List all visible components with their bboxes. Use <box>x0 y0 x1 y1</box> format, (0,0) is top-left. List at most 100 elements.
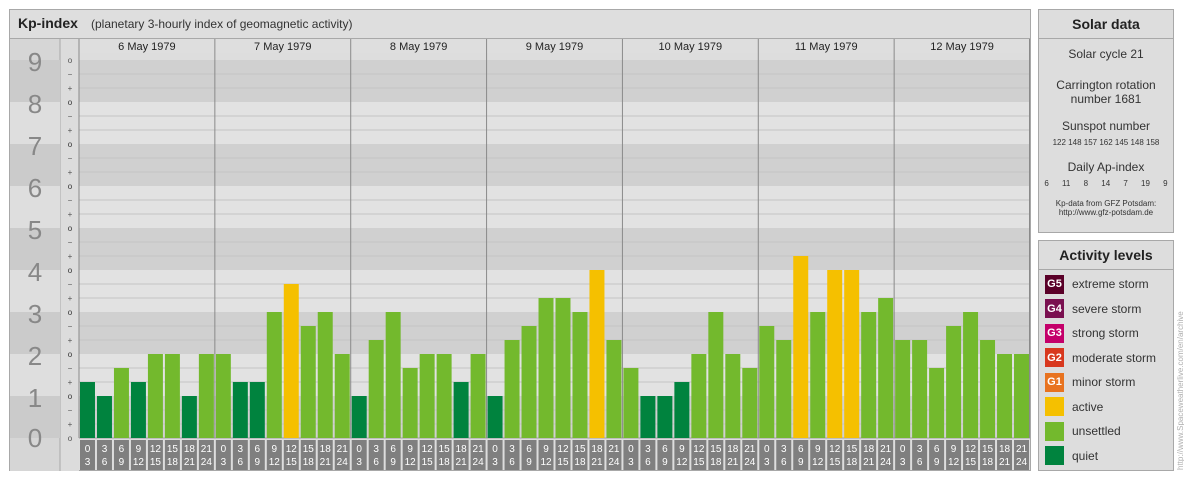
y-subtick-label: − <box>68 280 73 289</box>
hour-slot-start-label: 18 <box>456 444 468 455</box>
kp-bar <box>113 367 129 438</box>
hour-slot-end-label: 9 <box>390 457 396 468</box>
legend-item: G3 strong storm <box>1045 323 1139 343</box>
hour-slot-start-label: 15 <box>303 444 315 455</box>
hour-slot-start-label: 0 <box>764 444 770 455</box>
kp-bar <box>470 354 486 438</box>
legend-label: severe storm <box>1072 301 1142 316</box>
kp-bar <box>232 382 248 438</box>
y-band <box>10 186 60 228</box>
hour-slot-end-label: 9 <box>255 457 261 468</box>
hour-slot-box <box>215 440 231 470</box>
hour-slot-box <box>351 440 367 470</box>
y-tick-label: 3 <box>28 299 42 329</box>
y-subtick-label: o <box>68 182 73 191</box>
hour-slot-start-label: 21 <box>1016 444 1028 455</box>
kp-bar <box>402 367 418 438</box>
y-subtick-label: − <box>68 364 73 373</box>
y-subtick-label: o <box>68 392 73 401</box>
hour-slot-box <box>589 440 605 470</box>
legend-swatch <box>1045 421 1064 441</box>
y-subtick-label: + <box>68 168 73 177</box>
hour-slot-start-label: 12 <box>693 444 705 455</box>
hour-slot-end-label: 15 <box>965 457 977 468</box>
kp-bar <box>80 382 95 438</box>
hour-slot-box <box>198 440 214 470</box>
hour-slot-box <box>80 440 95 470</box>
kp-bar <box>266 312 282 438</box>
y-subtick-label: − <box>68 238 73 247</box>
y-subtick-label: o <box>68 266 73 275</box>
hour-slot-start-label: 3 <box>238 444 244 455</box>
day-label: 9 May 1979 <box>526 41 583 53</box>
hour-slot-box <box>436 440 452 470</box>
y-subtick-label: o <box>68 266 73 275</box>
hour-slot-start-label: 15 <box>574 444 586 455</box>
hour-slot-end-label: 3 <box>492 457 498 468</box>
kp-band <box>79 60 1030 102</box>
hour-slot-end-label: 18 <box>303 457 315 468</box>
y-subtick-label: + <box>68 420 73 429</box>
gfz-credit-link[interactable]: http://www.gfz-potsdam.de <box>1058 208 1154 217</box>
kp-bar <box>351 396 367 438</box>
hour-slot-start-label: 0 <box>85 444 91 455</box>
ap-index-title: Daily Ap-index <box>1067 160 1145 174</box>
kp-bar <box>215 354 231 438</box>
hour-slot-box <box>606 440 622 470</box>
y-subtick-label: − <box>68 322 73 331</box>
day-label: 10 May 1979 <box>659 41 723 53</box>
kp-bar <box>164 354 180 438</box>
y-subtick-label: o <box>68 98 73 107</box>
hour-slot-end-label: 24 <box>337 457 349 468</box>
kp-bar <box>878 298 894 438</box>
hour-slot-start-label: 6 <box>934 444 940 455</box>
hour-slot-end-label: 15 <box>693 457 705 468</box>
kp-bar <box>742 367 758 438</box>
hour-slot-box <box>725 440 741 470</box>
y-band <box>10 60 60 102</box>
hour-slot-start-label: 3 <box>102 444 108 455</box>
kp-bar <box>504 340 520 438</box>
kp-bar <box>759 325 775 438</box>
solar-cycle: Solar cycle 21 <box>1068 47 1144 61</box>
hour-slot-box <box>793 440 809 470</box>
y-subtick-label: o <box>68 308 73 317</box>
hour-slot-start-label: 18 <box>184 444 196 455</box>
legend-label: strong storm <box>1072 326 1139 340</box>
y-subtick-label: + <box>68 126 73 135</box>
hour-slot-end-label: 21 <box>184 457 196 468</box>
y-subtick-label: o <box>68 182 73 191</box>
y-tick-label: 7 <box>28 131 42 161</box>
y-subtick-label: o <box>68 350 73 359</box>
y-subtick-column <box>60 39 79 471</box>
solar-data-panel: Solar data Solar cycle 21 Carrington rot… <box>1038 9 1174 233</box>
hour-slot-end-label: 15 <box>150 457 162 468</box>
hour-slot-box <box>317 440 333 470</box>
hour-slot-end-label: 15 <box>829 457 841 468</box>
hour-slot-start-label: 6 <box>119 444 125 455</box>
y-subtick-label: − <box>68 154 73 163</box>
hour-slot-start-label: 12 <box>965 444 977 455</box>
kp-index-panel: Kp-index (planetary 3-hourly index of ge… <box>9 9 1031 471</box>
hour-slot-start-label: 15 <box>167 444 179 455</box>
hour-slot-box <box>368 440 384 470</box>
hour-slot-box <box>912 440 928 470</box>
kp-bar <box>844 270 860 438</box>
y-band <box>10 270 60 312</box>
kp-bar <box>640 396 656 438</box>
hour-slot-box <box>283 440 299 470</box>
hour-slot-start-label: 9 <box>407 444 413 455</box>
kp-band <box>79 102 1030 144</box>
legend-label: extreme storm <box>1072 277 1149 291</box>
kp-bar <box>589 270 605 438</box>
hour-slot-end-label: 6 <box>102 457 108 468</box>
hour-slot-box <box>300 440 316 470</box>
kp-bar <box>1014 354 1029 438</box>
chart-title: Kp-index <box>18 15 78 31</box>
legend-label: active <box>1072 399 1104 414</box>
hour-slot-start-label: 6 <box>798 444 804 455</box>
hour-slot-start-label: 15 <box>439 444 451 455</box>
legend-swatch: G2 <box>1045 348 1064 367</box>
kp-band <box>79 186 1030 228</box>
kp-bar <box>130 382 146 438</box>
